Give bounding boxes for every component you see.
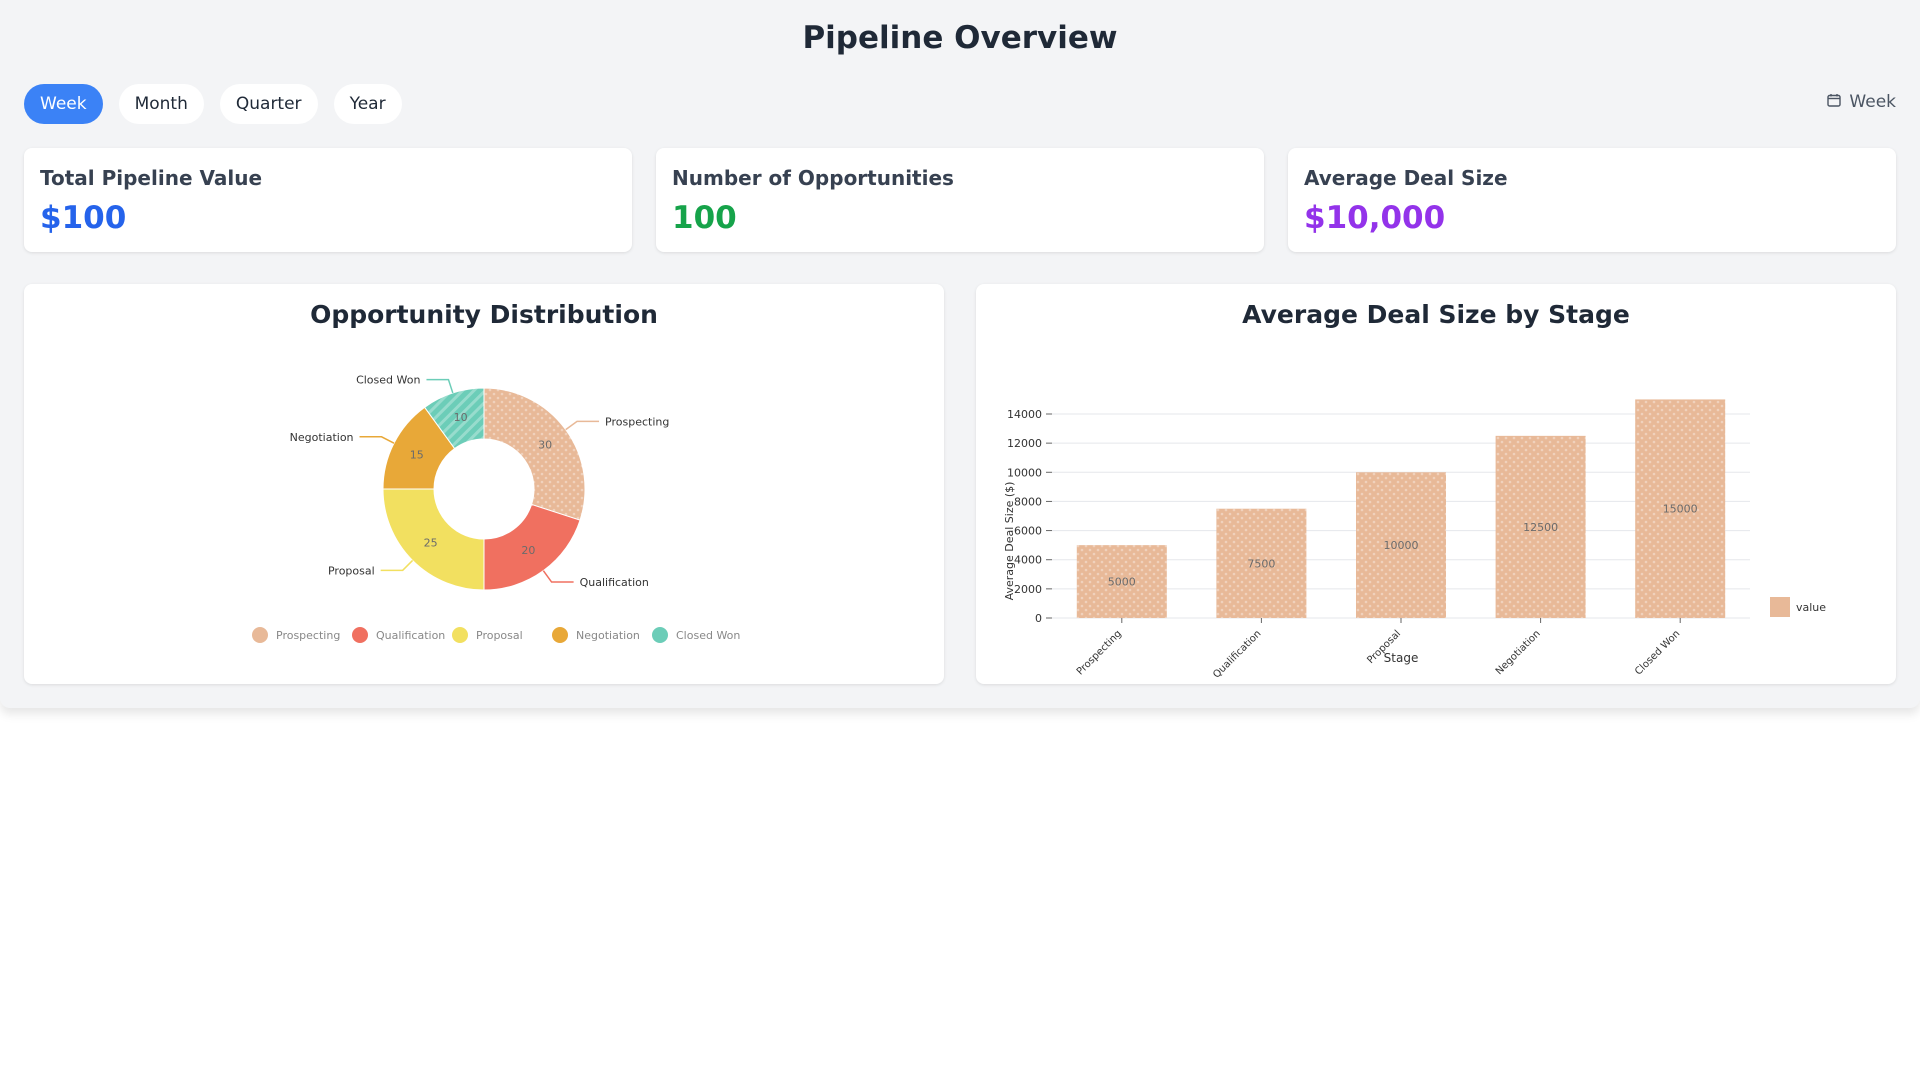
pie-category-label: Negotiation — [290, 431, 354, 444]
bar-value-label: 12500 — [1523, 521, 1558, 534]
tab-quarter[interactable]: Quarter — [219, 84, 318, 124]
metric-value: $10,000 — [1304, 200, 1446, 236]
bar-proposal — [1356, 472, 1446, 618]
y-tick-label: 0 — [1035, 612, 1042, 625]
pie-category-label: Closed Won — [356, 374, 420, 387]
calendar-icon — [1827, 92, 1842, 112]
x-axis-title: Stage — [1384, 651, 1419, 665]
x-tick-label: Qualification — [1211, 628, 1263, 680]
metric-label: Total Pipeline Value — [40, 166, 263, 190]
y-tick-label: 2000 — [1014, 583, 1042, 596]
legend-label-qualification: Qualification — [376, 629, 445, 642]
y-axis-title: Average Deal Size ($) — [1003, 482, 1016, 601]
legend-label-negotiation: Negotiation — [576, 629, 640, 642]
metric-value: $100 — [40, 200, 127, 236]
chart-title: Average Deal Size by Stage — [1242, 300, 1630, 329]
pie-leader-line — [359, 436, 395, 444]
pie-slice-prospecting — [483, 387, 586, 521]
pie-slice-closed-won — [423, 387, 485, 450]
metric-card-opportunities: Number of Opportunities 100 — [656, 148, 1264, 252]
bar-negotiation — [1495, 435, 1586, 618]
metric-card-total-pipeline: Total Pipeline Value $100 — [24, 148, 632, 252]
pie-category-label: Proposal — [328, 564, 375, 577]
pie-value-label: 30 — [538, 439, 552, 452]
pie-category-label: Prospecting — [605, 415, 669, 428]
dashboard-panel: Pipeline Overview Week Month Quarter Yea… — [0, 0, 1920, 708]
legend-swatch-closed-won — [652, 627, 668, 643]
pie-category-label: Qualification — [580, 576, 649, 589]
metric-value: 100 — [672, 200, 737, 236]
y-tick-label: 12000 — [1007, 437, 1042, 450]
tab-week[interactable]: Week — [24, 84, 103, 124]
pie-slice-proposal — [382, 488, 485, 591]
legend-swatch-negotiation — [552, 627, 568, 643]
pie-leader-line — [565, 420, 600, 431]
legend-label-prospecting: Prospecting — [276, 629, 340, 642]
y-tick-label: 8000 — [1014, 495, 1042, 508]
pie-leader-line — [542, 570, 574, 583]
bar-value-label: 7500 — [1247, 557, 1275, 570]
tab-year[interactable]: Year — [333, 84, 402, 124]
metric-label: Average Deal Size — [1304, 166, 1508, 190]
bar-closed-won — [1635, 399, 1726, 618]
bar-value-label: 5000 — [1108, 576, 1136, 589]
bar-chart: 0 2000 4000 6000 8000 10000 12000 14000 5000 Pros… — [1003, 399, 1826, 681]
pie-slice-qualification — [483, 503, 581, 591]
y-tick-label: 10000 — [1007, 466, 1042, 479]
x-tick-label: Closed Won — [1633, 628, 1682, 677]
y-tick-label: 14000 — [1007, 408, 1042, 421]
legend-swatch-value — [1770, 597, 1790, 617]
period-indicator[interactable]: Week — [1827, 92, 1896, 112]
time-range-tabs: Week Month Quarter Year — [24, 84, 402, 124]
pie-value-label: 10 — [454, 411, 468, 424]
donut-chart: 30 Prospecting 20 Qualification 25 Proposal 15… — [252, 374, 740, 643]
legend-label-value: value — [1796, 601, 1826, 614]
pie-leader-line — [426, 378, 454, 394]
bar-prospecting — [1076, 545, 1167, 618]
tab-month[interactable]: Month — [118, 84, 204, 124]
bar-qualification — [1216, 508, 1307, 618]
legend-swatch-proposal — [452, 627, 468, 643]
page-title: Pipeline Overview — [802, 20, 1118, 56]
pie-value-label: 20 — [521, 544, 535, 557]
opportunity-distribution-card: Opportunity Distribution 30 Prospecting 20… — [24, 284, 944, 684]
legend-swatch-qualification — [352, 627, 368, 643]
pie-value-label: 15 — [410, 449, 424, 462]
bar-value-label: 15000 — [1663, 503, 1698, 516]
metric-label: Number of Opportunities — [672, 166, 954, 190]
y-tick-label: 6000 — [1014, 525, 1042, 538]
y-tick-label: 4000 — [1014, 554, 1042, 567]
deal-size-card: Average Deal Size by Stage 0 2000 4000 6000… — [976, 284, 1896, 684]
bar-value-label: 10000 — [1384, 539, 1419, 552]
legend-label-closed-won: Closed Won — [676, 629, 740, 642]
legend-swatch-prospecting — [252, 627, 268, 643]
pie-value-label: 25 — [424, 536, 438, 549]
legend-label-proposal: Proposal — [476, 629, 523, 642]
x-tick-label: Prospecting — [1075, 628, 1124, 677]
metric-card-average-deal: Average Deal Size $10,000 — [1288, 148, 1896, 252]
pie-leader-line — [380, 559, 414, 572]
x-tick-label: Negotiation — [1494, 628, 1543, 677]
chart-title: Opportunity Distribution — [310, 300, 658, 329]
period-label: Week — [1849, 92, 1896, 112]
